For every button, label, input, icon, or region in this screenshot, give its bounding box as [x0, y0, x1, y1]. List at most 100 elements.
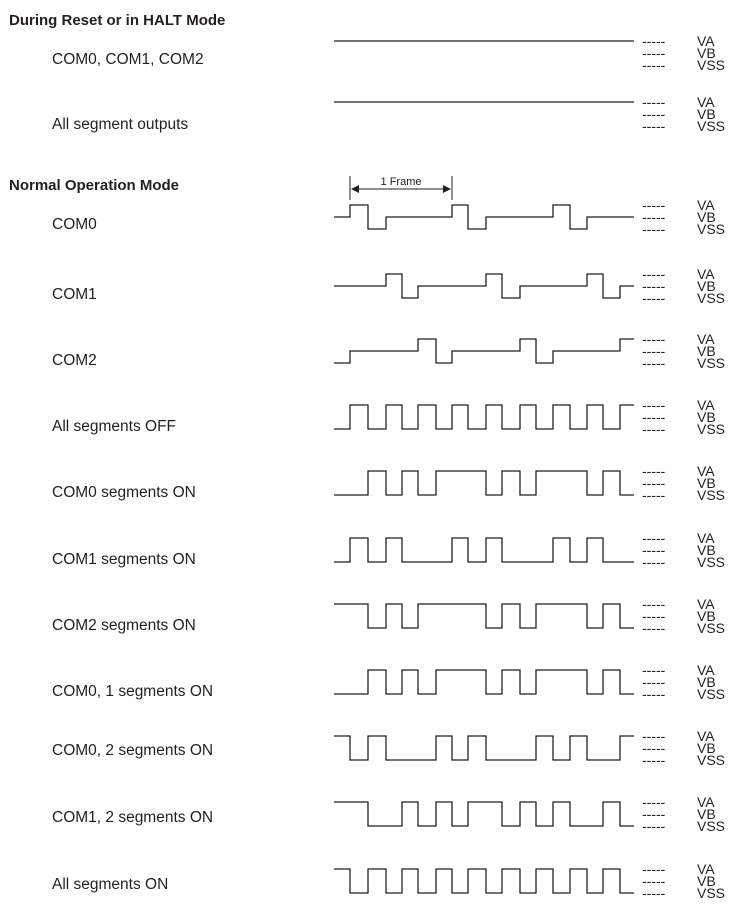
waveform-row-seg-com2-on: ----- VA ----- VB ----- VSS: [334, 596, 725, 636]
waveform-row-reset-com: ----- VA ----- VB ----- VSS: [334, 33, 725, 73]
row-label: All segment outputs: [52, 116, 189, 133]
level-label-vss: VSS: [697, 290, 725, 306]
level-dash: -----: [642, 475, 666, 491]
level-label-vb: VB: [697, 674, 716, 690]
level-label-va: VA: [697, 463, 715, 479]
level-label-va: VA: [697, 266, 715, 282]
waveform-trace: [334, 404, 634, 430]
level-label-vb: VB: [697, 45, 716, 61]
level-label-vb: VB: [697, 740, 716, 756]
reset-mode-heading: During Reset or in HALT Mode: [9, 12, 226, 29]
normal-mode-heading: Normal Operation Mode: [9, 177, 180, 194]
level-dash: -----: [642, 873, 666, 889]
level-dash: -----: [642, 596, 666, 612]
waveform-trace: [334, 204, 634, 230]
waveform-row-reset-seg: ----- VA ----- VB ----- VSS: [334, 94, 725, 134]
level-dash: -----: [642, 740, 666, 756]
level-label-vss: VSS: [697, 487, 725, 503]
level-label-vb: VB: [697, 608, 716, 624]
level-label-vss: VSS: [697, 421, 725, 437]
level-dash: -----: [642, 542, 666, 558]
level-dash: -----: [642, 794, 666, 810]
level-dash: -----: [642, 421, 666, 437]
level-label-vb: VB: [697, 409, 716, 425]
level-label-vss: VSS: [697, 752, 725, 768]
level-dash: -----: [642, 662, 666, 678]
row-label: All segments OFF: [52, 418, 177, 435]
waveform-row-seg-com12-on: ----- VA ----- VB ----- VSS: [334, 794, 725, 834]
level-dash: -----: [642, 221, 666, 237]
level-label-va: VA: [697, 728, 715, 744]
level-dash: -----: [642, 728, 666, 744]
waveform-row-seg-com02-on: ----- VA ----- VB ----- VSS: [334, 728, 725, 768]
level-label-vb: VB: [697, 278, 716, 294]
level-label-vb: VB: [697, 542, 716, 558]
waveform-rows: ----- VA----- VB----- VSS----- VA----- VB----…: [334, 33, 725, 901]
level-label-vb: VB: [697, 343, 716, 359]
level-label-vss: VSS: [697, 57, 725, 73]
row-label: COM2: [52, 352, 97, 369]
waveform-trace: [334, 735, 634, 761]
waveform-trace: [334, 669, 634, 695]
level-label-va: VA: [697, 794, 715, 810]
row-label: COM0 segments ON: [52, 484, 196, 501]
level-dash: -----: [642, 290, 666, 306]
level-label-vss: VSS: [697, 818, 725, 834]
level-dash: -----: [642, 620, 666, 636]
level-dash: -----: [642, 818, 666, 834]
waveform-trace: [334, 603, 634, 629]
waveform-trace: [334, 801, 634, 827]
level-dash: -----: [642, 266, 666, 282]
level-dash: -----: [642, 752, 666, 768]
waveform-row-com2: ----- VA ----- VB ----- VSS: [334, 331, 725, 371]
level-label-va: VA: [697, 94, 715, 110]
row-label: COM1, 2 segments ON: [52, 809, 214, 826]
level-label-vss: VSS: [697, 885, 725, 901]
row-label: COM0: [52, 216, 97, 233]
level-dash: -----: [642, 487, 666, 503]
level-label-vss: VSS: [697, 355, 725, 371]
level-label-va: VA: [697, 530, 715, 546]
level-label-vss: VSS: [697, 554, 725, 570]
level-label-vss: VSS: [697, 221, 725, 237]
level-dash: -----: [642, 674, 666, 690]
level-dash: -----: [642, 355, 666, 371]
level-label-va: VA: [697, 331, 715, 347]
waveform-row-com0: ----- VA ----- VB ----- VSS: [334, 197, 725, 237]
level-label-vss: VSS: [697, 620, 725, 636]
level-label-vb: VB: [697, 873, 716, 889]
frame-label: 1 Frame: [381, 176, 422, 188]
level-label-va: VA: [697, 861, 715, 877]
level-dash: -----: [642, 463, 666, 479]
level-label-va: VA: [697, 662, 715, 678]
level-dash: -----: [642, 397, 666, 413]
level-dash: -----: [642, 278, 666, 294]
waveform-row-seg-com1-on: ----- VA ----- VB ----- VSS: [334, 530, 725, 570]
waveform-row-seg-all-on: ----- VA ----- VB ----- VSS: [334, 861, 725, 901]
row-label: COM0, 1 segments ON: [52, 683, 214, 700]
level-dash: -----: [642, 57, 666, 73]
level-dash: -----: [642, 885, 666, 901]
level-dash: -----: [642, 118, 666, 134]
level-label-vb: VB: [697, 106, 716, 122]
row-label: COM2 segments ON: [52, 617, 196, 634]
level-dash: -----: [642, 530, 666, 546]
level-label-vb: VB: [697, 209, 716, 225]
level-dash: -----: [642, 106, 666, 122]
level-dash: -----: [642, 94, 666, 110]
level-label-va: VA: [697, 596, 715, 612]
waveform-row-seg-com0-on: ----- VA ----- VB ----- VSS: [334, 463, 725, 503]
level-label-vb: VB: [697, 475, 716, 491]
level-label-va: VA: [697, 33, 715, 49]
row-label: COM0, COM1, COM2: [52, 51, 204, 68]
row-label: All segments ON: [52, 876, 169, 893]
level-label-va: VA: [697, 197, 715, 213]
level-dash: -----: [642, 197, 666, 213]
row-label: COM1 segments ON: [52, 551, 196, 568]
level-label-va: VA: [697, 397, 715, 413]
level-dash: -----: [642, 686, 666, 702]
level-label-vss: VSS: [697, 686, 725, 702]
level-dash: -----: [642, 343, 666, 359]
waveform-row-seg-com01-on: ----- VA ----- VB ----- VSS: [334, 662, 725, 702]
waveform-trace: [334, 868, 634, 894]
